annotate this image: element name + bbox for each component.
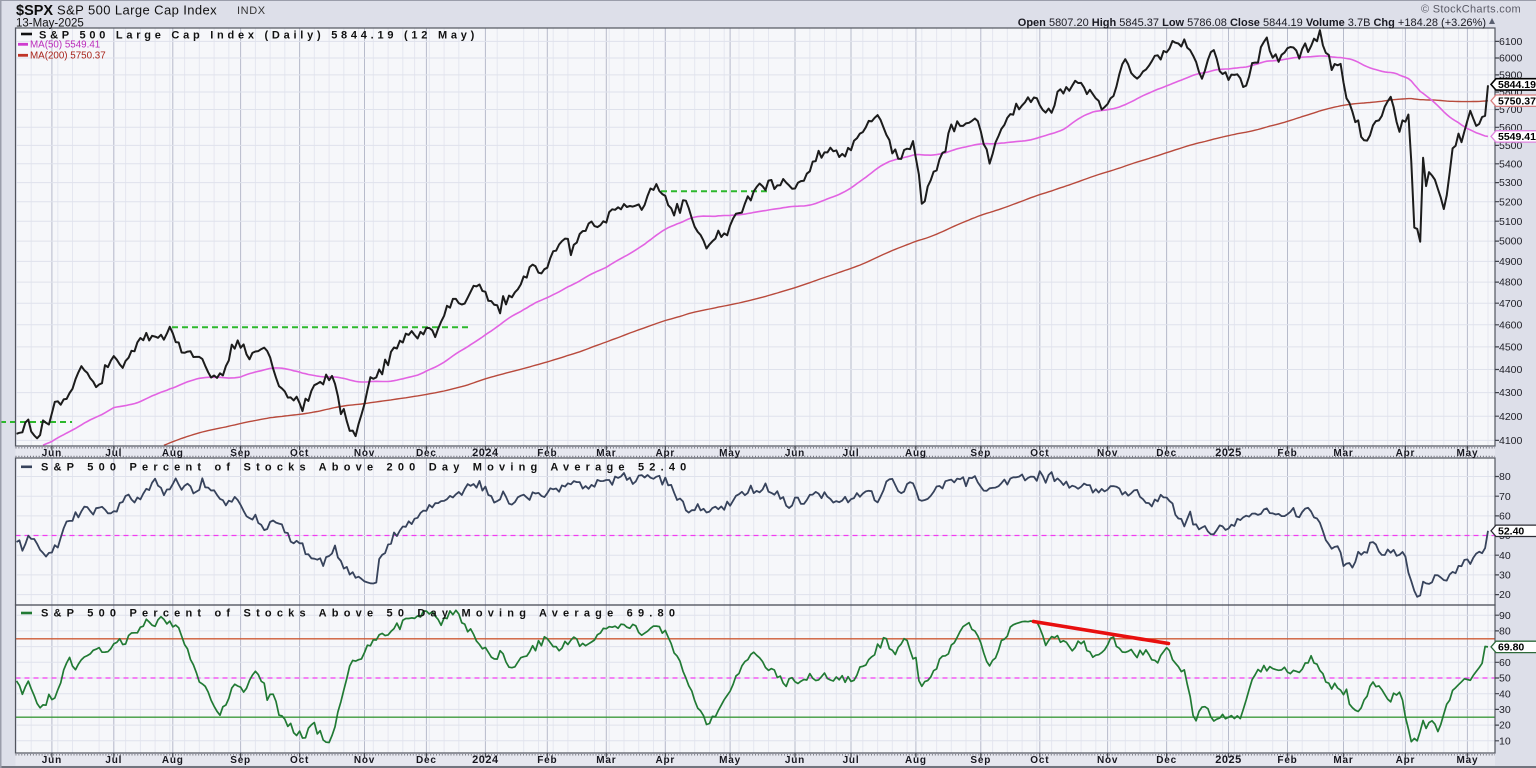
svg-text:MA(200) 5750.37: MA(200) 5750.37	[30, 51, 106, 62]
svg-text:Sep: Sep	[230, 448, 251, 459]
svg-text:© StockCharts.com: © StockCharts.com	[1421, 4, 1521, 16]
svg-text:Oct: Oct	[1030, 755, 1049, 766]
svg-text:Mar: Mar	[596, 755, 616, 766]
svg-text:Mar: Mar	[1333, 755, 1353, 766]
svg-text:Jul: Jul	[843, 448, 860, 459]
svg-text:40: 40	[1499, 688, 1511, 700]
svg-text:2024: 2024	[472, 754, 499, 766]
svg-text:4400: 4400	[1499, 364, 1523, 376]
svg-text:May: May	[719, 448, 741, 459]
svg-text:$SPX: $SPX	[16, 3, 53, 19]
svg-text:4600: 4600	[1499, 319, 1523, 331]
svg-text:Dec: Dec	[1156, 448, 1177, 459]
svg-text:5100: 5100	[1499, 216, 1523, 228]
svg-text:2025: 2025	[1215, 447, 1241, 459]
svg-text:20: 20	[1499, 589, 1511, 601]
svg-text:Dec: Dec	[416, 755, 437, 766]
svg-text:10: 10	[1499, 735, 1511, 747]
svg-text:4200: 4200	[1499, 411, 1523, 423]
svg-text:Nov: Nov	[1097, 448, 1118, 459]
svg-text:Aug: Aug	[162, 448, 184, 459]
svg-text:Dec: Dec	[1156, 755, 1177, 766]
svg-text:Nov: Nov	[354, 448, 375, 459]
svg-text:Sep: Sep	[230, 755, 251, 766]
svg-text:52.40: 52.40	[1498, 526, 1524, 538]
svg-text:4300: 4300	[1499, 387, 1523, 399]
svg-text:May: May	[1456, 755, 1478, 766]
svg-text:Aug: Aug	[905, 448, 927, 459]
svg-text:Oct: Oct	[290, 755, 309, 766]
svg-text:4900: 4900	[1499, 256, 1523, 268]
svg-text:5549.41: 5549.41	[1498, 131, 1536, 143]
svg-text:May: May	[1456, 448, 1478, 459]
svg-text:69.80: 69.80	[1498, 642, 1524, 654]
svg-text:Oct: Oct	[1030, 448, 1049, 459]
svg-text:Jul: Jul	[105, 448, 122, 459]
svg-text:5700: 5700	[1499, 104, 1523, 116]
svg-text:Feb: Feb	[1277, 448, 1297, 459]
svg-text:5200: 5200	[1499, 196, 1523, 208]
svg-text:MA(50) 5549.41: MA(50) 5549.41	[30, 40, 100, 51]
svg-text:Oct: Oct	[290, 448, 309, 459]
svg-text:13-May-2025: 13-May-2025	[16, 18, 84, 30]
svg-text:S&P 500 Large Cap Index: S&P 500 Large Cap Index	[57, 3, 217, 18]
svg-text:90: 90	[1499, 610, 1511, 622]
svg-text:30: 30	[1499, 570, 1511, 582]
svg-text:Mar: Mar	[1333, 448, 1353, 459]
svg-text:Jul: Jul	[105, 755, 122, 766]
svg-text:5500: 5500	[1499, 140, 1523, 152]
svg-text:Jul: Jul	[843, 755, 860, 766]
svg-text:Apr: Apr	[655, 448, 675, 459]
svg-text:5300: 5300	[1499, 177, 1523, 189]
svg-text:Jun: Jun	[42, 448, 62, 459]
svg-text:S&P 500 Percent of Stocks Abov: S&P 500 Percent of Stocks Above 50 Day M…	[41, 608, 680, 620]
svg-text:40: 40	[1499, 550, 1511, 562]
svg-text:S&P 500 Percent of Stocks Abov: S&P 500 Percent of Stocks Above 200 Day …	[41, 462, 692, 474]
svg-text:Aug: Aug	[162, 755, 184, 766]
svg-text:4800: 4800	[1499, 277, 1523, 289]
svg-text:Jun: Jun	[42, 755, 62, 766]
svg-text:Dec: Dec	[416, 448, 437, 459]
svg-text:Nov: Nov	[1097, 755, 1118, 766]
svg-text:Open 5807.20 High 5845.37 Low: Open 5807.20 High 5845.37 Low 5786.08 Cl…	[1018, 17, 1486, 29]
svg-text:80: 80	[1499, 471, 1511, 483]
svg-text:2025: 2025	[1215, 754, 1241, 766]
svg-text:50: 50	[1499, 673, 1511, 685]
svg-text:Aug: Aug	[905, 755, 927, 766]
svg-text:60: 60	[1499, 511, 1511, 523]
svg-text:5400: 5400	[1499, 158, 1523, 170]
svg-text:4700: 4700	[1499, 298, 1523, 310]
svg-text:30: 30	[1499, 704, 1511, 716]
svg-text:Jun: Jun	[785, 755, 805, 766]
svg-text:70: 70	[1499, 491, 1511, 503]
svg-text:5750.37: 5750.37	[1498, 96, 1536, 108]
svg-text:Feb: Feb	[1277, 755, 1297, 766]
svg-text:Apr: Apr	[655, 755, 675, 766]
svg-text:20: 20	[1499, 720, 1511, 732]
svg-text:6000: 6000	[1499, 53, 1523, 65]
svg-text:INDX: INDX	[237, 5, 266, 17]
svg-text:Sep: Sep	[970, 755, 991, 766]
svg-text:Nov: Nov	[354, 755, 375, 766]
svg-text:4100: 4100	[1499, 435, 1523, 447]
svg-text:80: 80	[1499, 626, 1511, 638]
svg-text:Sep: Sep	[970, 448, 991, 459]
svg-text:Apr: Apr	[1396, 755, 1416, 766]
svg-text:6100: 6100	[1499, 36, 1523, 48]
svg-text:Feb: Feb	[537, 755, 557, 766]
svg-text:4500: 4500	[1499, 342, 1523, 354]
svg-text:60: 60	[1499, 657, 1511, 669]
svg-text:May: May	[719, 755, 741, 766]
svg-text:Feb: Feb	[537, 448, 557, 459]
svg-text:2024: 2024	[472, 447, 499, 459]
svg-text:Apr: Apr	[1396, 448, 1416, 459]
svg-text:5000: 5000	[1499, 236, 1523, 248]
svg-text:Jun: Jun	[785, 448, 805, 459]
svg-text:S&P 500 Large Cap Index (Daily: S&P 500 Large Cap Index (Daily) 5844.19 …	[39, 30, 478, 42]
svg-text:5844.19: 5844.19	[1498, 79, 1536, 91]
svg-text:Mar: Mar	[596, 448, 616, 459]
